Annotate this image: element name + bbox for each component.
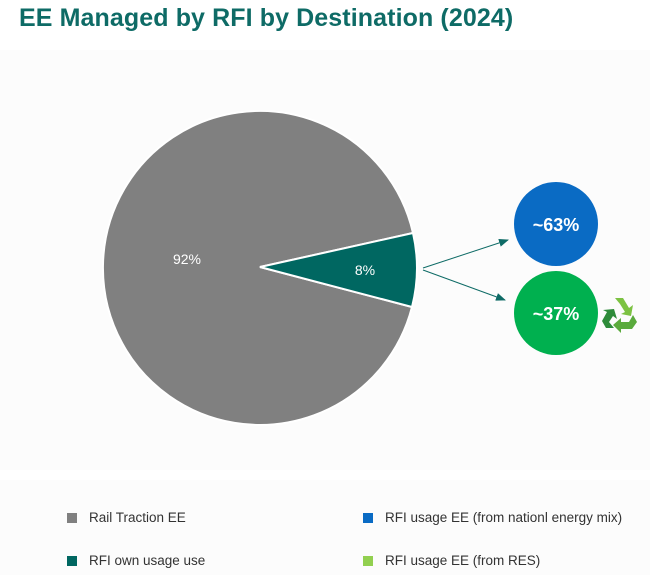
res-circle[interactable] bbox=[514, 271, 598, 355]
pie-slice-rfi-own-usage[interactable] bbox=[259, 231, 418, 309]
pie-chart: 92% 8% ~63% ~37% bbox=[101, 109, 637, 426]
legend-swatch bbox=[67, 555, 77, 566]
national-mix-label: ~63% bbox=[533, 215, 580, 235]
recycle-icon bbox=[602, 298, 637, 333]
legend-label: RFI own usage use bbox=[89, 553, 206, 568]
legend-label: RFI usage EE (from RES) bbox=[385, 553, 541, 568]
slice-label-92: 92% bbox=[173, 251, 201, 267]
legend-swatch bbox=[67, 512, 77, 523]
arrow-to-res bbox=[422, 269, 506, 301]
legend-label: RFI usage EE (from nationl energy mix) bbox=[385, 510, 623, 525]
legend-swatch bbox=[363, 555, 373, 566]
legend-item-res[interactable]: RFI usage EE (from RES) bbox=[363, 553, 540, 568]
slice-label-8: 8% bbox=[355, 262, 375, 278]
arrow-to-national-mix bbox=[422, 239, 509, 269]
chart-title: EE Managed by RFI by Destination (2024) bbox=[19, 4, 514, 32]
legend-item-national-mix[interactable]: RFI usage EE (from nationl energy mix) bbox=[363, 510, 622, 525]
national-mix-circle[interactable] bbox=[514, 182, 598, 266]
legend-item-rfi-own-usage[interactable]: RFI own usage use bbox=[67, 553, 205, 568]
legend-label: Rail Traction EE bbox=[89, 510, 186, 525]
legend: Rail Traction EE RFI usage EE (from nati… bbox=[0, 480, 650, 575]
legend-swatch bbox=[363, 512, 373, 523]
legend-item-rail-traction[interactable]: Rail Traction EE bbox=[67, 510, 186, 525]
res-label: ~37% bbox=[533, 304, 580, 324]
pie-slice-rail-traction[interactable] bbox=[101, 109, 415, 426]
